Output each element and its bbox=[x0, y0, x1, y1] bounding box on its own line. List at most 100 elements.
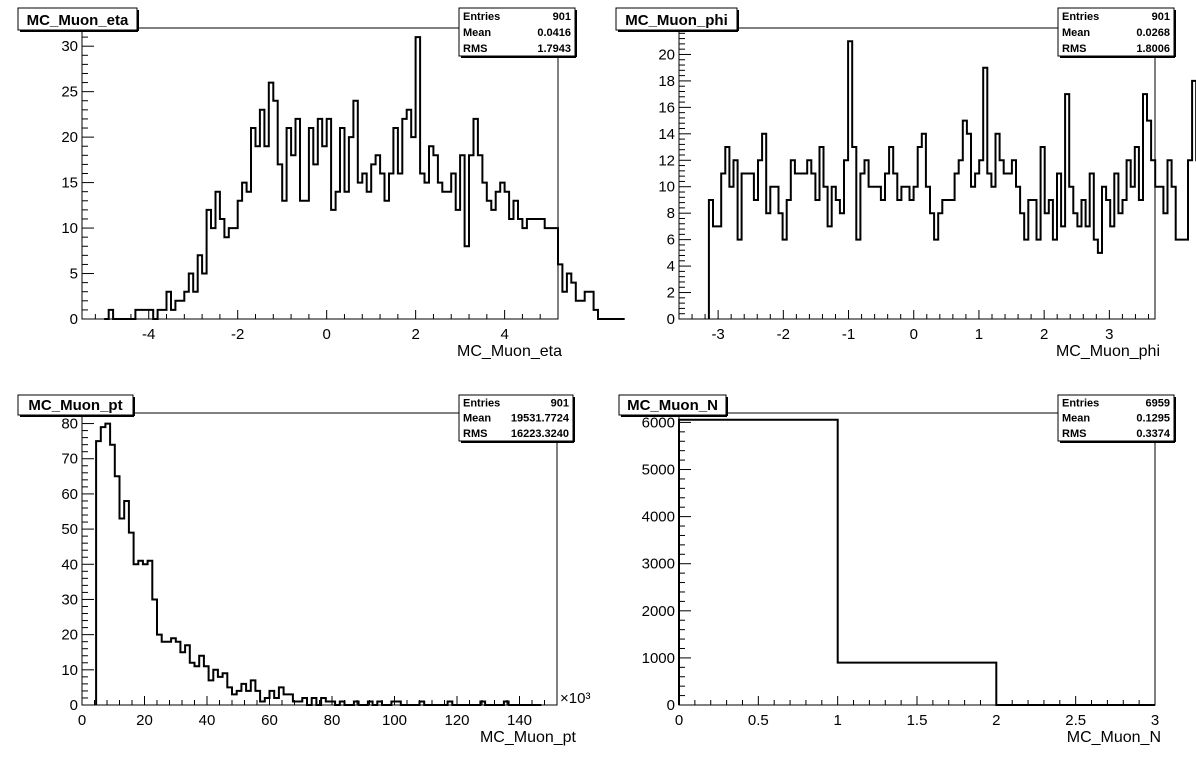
y-tick-label: 10 bbox=[61, 662, 78, 679]
stats-label: Entries bbox=[463, 397, 500, 409]
y-tick-label: 25 bbox=[61, 84, 78, 101]
x-axis-title: MC_Muon_phi bbox=[1056, 343, 1160, 360]
x-tick-label: 0 bbox=[78, 712, 86, 729]
y-tick-label: 14 bbox=[658, 126, 675, 143]
x-tick-label: 40 bbox=[199, 712, 216, 729]
stats-value: 901 bbox=[553, 11, 571, 23]
y-tick-label: 20 bbox=[658, 46, 675, 63]
x-axis-title: MC_Muon_N bbox=[1067, 729, 1161, 746]
x-tick-label: 1 bbox=[833, 712, 841, 729]
plot-frame bbox=[678, 412, 1156, 706]
y-tick-label: 16 bbox=[658, 99, 675, 116]
x-tick-label: 80 bbox=[324, 712, 341, 729]
y-tick-label: 12 bbox=[658, 152, 675, 169]
x-tick-label: 2 bbox=[1040, 326, 1048, 343]
stats-value: 0.3374 bbox=[1136, 428, 1171, 440]
x-tick-label: -2 bbox=[777, 326, 790, 343]
y-tick-label: 70 bbox=[61, 451, 78, 468]
stats-label: RMS bbox=[463, 428, 487, 440]
x-axis-title: MC_Muon_pt bbox=[480, 729, 577, 746]
x-tick-label: 140 bbox=[507, 712, 532, 729]
y-tick-label: 8 bbox=[667, 205, 675, 222]
stats-value: 6959 bbox=[1146, 397, 1170, 409]
histogram-panel-3: 0 20 40 60 80 100 120 140 0 10 20 30 40 50 60 70 80 ×10³ M… bbox=[17, 394, 590, 746]
y-tick-label: 6000 bbox=[642, 414, 675, 431]
plot-frame bbox=[81, 412, 558, 706]
x-tick-label: 0 bbox=[323, 326, 331, 343]
stats-value: 901 bbox=[551, 397, 569, 409]
x-tick-label: -3 bbox=[711, 326, 724, 343]
stats-value: 1.8006 bbox=[1136, 43, 1170, 55]
y-tick-label: 20 bbox=[61, 627, 78, 644]
x-tick-label: -1 bbox=[842, 326, 855, 343]
y-tick-label: 4000 bbox=[642, 509, 675, 526]
histogram-panel-2: -3 -2 -1 0 1 2 302468101214161820MC_Muon_phiMC… bbox=[615, 7, 1196, 360]
y-tick-label: 30 bbox=[61, 591, 78, 608]
histogram-series bbox=[95, 422, 542, 706]
y-tick-label: 5000 bbox=[642, 462, 675, 479]
y-tick-label: 2 bbox=[667, 285, 675, 302]
x-tick-label: 2 bbox=[992, 712, 1000, 729]
stats-label: Mean bbox=[1062, 413, 1090, 425]
stats-value: 901 bbox=[1152, 11, 1170, 23]
stats-label: RMS bbox=[1062, 428, 1086, 440]
x-tick-label: -2 bbox=[231, 326, 244, 343]
chart-title: MC_Muon_eta bbox=[27, 12, 129, 29]
y-tick-label: 18 bbox=[658, 73, 675, 90]
stats-label: Entries bbox=[1062, 11, 1099, 23]
x-tick-label: 60 bbox=[261, 712, 278, 729]
stats-label: RMS bbox=[1062, 43, 1086, 55]
histogram-panel-4: 0 0.5 1 1.5 2 2.5 30100020003000400050006000MC… bbox=[618, 394, 1176, 746]
chart-title: MC_Muon_pt bbox=[28, 397, 122, 414]
chart-title: MC_Muon_N bbox=[627, 397, 718, 414]
x-tick-label: 3 bbox=[1105, 326, 1113, 343]
y-tick-label: 1000 bbox=[642, 650, 675, 667]
x-tick-label: 0.5 bbox=[748, 712, 769, 729]
stats-label: Entries bbox=[463, 11, 500, 23]
stats-value: 1.7943 bbox=[537, 43, 571, 55]
x-tick-label: -4 bbox=[142, 326, 155, 343]
stats-value: 0.0268 bbox=[1136, 27, 1170, 39]
y-tick-label: 30 bbox=[61, 38, 78, 55]
x-tick-label: 2 bbox=[411, 326, 419, 343]
y-tick-label: 20 bbox=[61, 129, 78, 146]
x-tick-label: 0 bbox=[910, 326, 918, 343]
y-tick-label: 0 bbox=[70, 311, 78, 328]
stats-value: 0.0416 bbox=[537, 27, 571, 39]
x-tick-label: 0 bbox=[675, 712, 683, 729]
plot-frame bbox=[81, 27, 559, 320]
histogram-series bbox=[678, 418, 1155, 706]
histogram-panel-1: -4 -2 0 2 4 0 5 10 15 20 25 30 MC_Muon_eta MC_Muon_et… bbox=[17, 7, 625, 360]
stats-label: Mean bbox=[1062, 27, 1090, 39]
histogram-series bbox=[707, 40, 1196, 319]
y-tick-label: 5 bbox=[70, 266, 78, 283]
y-tick-label: 0 bbox=[70, 697, 78, 714]
x-tick-label: 20 bbox=[136, 712, 153, 729]
stats-value: 0.1295 bbox=[1136, 413, 1170, 425]
x-tick-label: 120 bbox=[444, 712, 469, 729]
x-tick-label: 1.5 bbox=[907, 712, 928, 729]
y-tick-label: 0 bbox=[667, 697, 675, 714]
x-axis-title: MC_Muon_eta bbox=[457, 343, 562, 360]
y-tick-label: 2000 bbox=[642, 603, 675, 620]
y-tick-label: 0 bbox=[667, 311, 675, 328]
y-tick-label: 40 bbox=[61, 556, 78, 573]
stats-label: Mean bbox=[463, 413, 491, 425]
y-tick-label: 3000 bbox=[642, 556, 675, 573]
stats-label: Mean bbox=[463, 27, 491, 39]
x-tick-label: 1 bbox=[975, 326, 983, 343]
y-tick-label: 60 bbox=[61, 486, 78, 503]
x-tick-label: 4 bbox=[500, 326, 508, 343]
y-tick-label: 80 bbox=[61, 416, 78, 433]
y-tick-label: 4 bbox=[667, 258, 675, 275]
stats-label: RMS bbox=[463, 43, 487, 55]
y-tick-label: 10 bbox=[658, 179, 675, 196]
stats-box bbox=[458, 7, 576, 57]
y-tick-label: 50 bbox=[61, 521, 78, 538]
stats-value: 16223.3240 bbox=[511, 428, 569, 440]
x-axis-multiplier: ×10³ bbox=[560, 690, 590, 707]
histogram-series bbox=[104, 36, 625, 320]
chart-title: MC_Muon_phi bbox=[625, 12, 728, 29]
stats-value: 19531.7724 bbox=[511, 413, 570, 425]
